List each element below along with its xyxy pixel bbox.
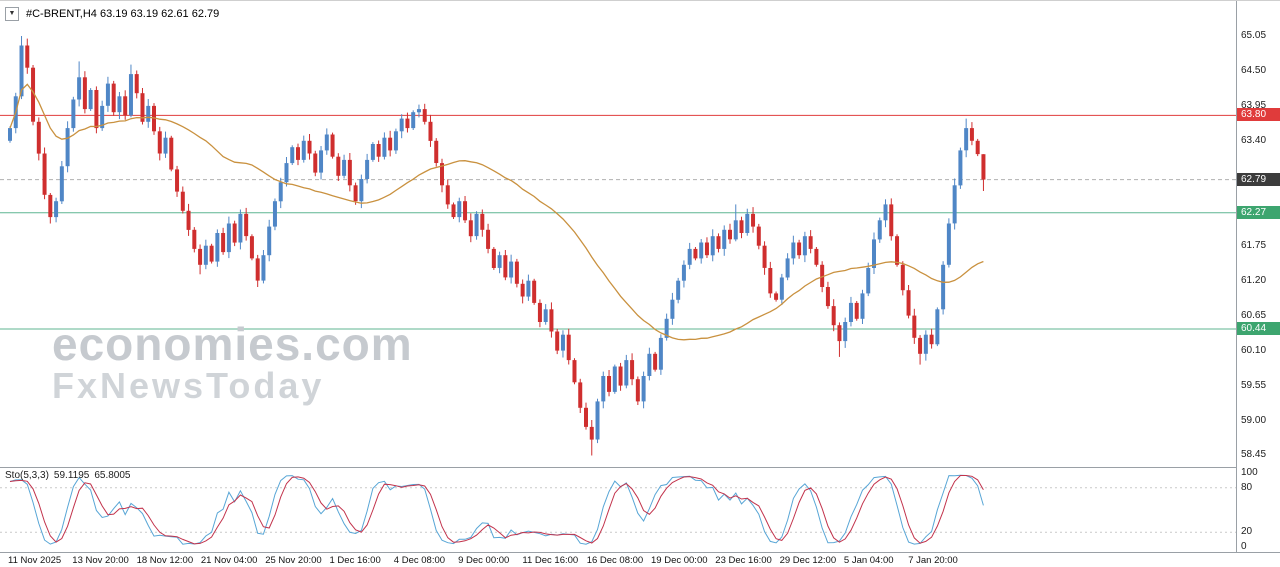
time-label: 21 Nov 04:00 xyxy=(200,555,258,566)
indicator-value-main: 59.1195 xyxy=(53,470,90,481)
time-label: 9 Dec 00:00 xyxy=(458,555,510,566)
time-label: 1 Dec 16:00 xyxy=(329,555,381,566)
price-tick: 63.95 xyxy=(1241,99,1267,111)
price-badge: 62.27 xyxy=(1237,205,1280,219)
price-axis[interactable]: 65.05 64.50 63.95 63.40 61.75 61.20 60.65 60.10… xyxy=(1236,1,1280,552)
time-label: 7 Jan 20:00 xyxy=(908,555,958,566)
indicator-label: Sto(5,3,3) 59.1195 65.8005 xyxy=(5,470,135,481)
ohlc-values: 63.19 63.19 62.61 62.79 xyxy=(99,8,220,20)
time-label: 11 Dec 16:00 xyxy=(522,555,579,566)
symbol-dropdown-icon[interactable]: ▼ xyxy=(5,7,19,21)
price-badge: 63.80 xyxy=(1237,108,1280,122)
price-tick: 63.40 xyxy=(1241,134,1267,146)
symbol-bar: ▼ #C-BRENT,H4 63.19 63.19 62.61 62.79 xyxy=(5,7,219,21)
price-tick: 60.65 xyxy=(1241,309,1267,321)
time-label: 13 Nov 20:00 xyxy=(72,555,129,566)
stochastic-pane[interactable]: Sto(5,3,3) 59.1195 65.8005 xyxy=(0,468,1236,552)
price-tick: 59.00 xyxy=(1241,414,1267,426)
price-chart-canvas[interactable] xyxy=(0,1,1236,465)
price-tick: 59.55 xyxy=(1241,379,1267,391)
price-tick: 64.50 xyxy=(1241,64,1267,76)
time-label: 18 Nov 12:00 xyxy=(136,555,194,566)
symbol-name: #C-BRENT,H4 xyxy=(26,8,97,20)
stoch-tick: 0 xyxy=(1241,541,1247,552)
price-tick: 58.45 xyxy=(1241,449,1267,461)
time-label: 5 Jan 04:00 xyxy=(843,555,894,566)
stoch-tick: 100 xyxy=(1241,467,1258,478)
time-axis[interactable]: 11 Nov 2025 13 Nov 20:00 18 Nov 12:00 21 No… xyxy=(0,552,1280,567)
price-tick: 60.10 xyxy=(1241,344,1267,356)
price-tick: 65.05 xyxy=(1241,29,1267,41)
time-label: 11 Nov 2025 xyxy=(8,555,62,566)
stoch-tick: 80 xyxy=(1241,481,1253,493)
indicator-value-signal: 65.8005 xyxy=(94,470,131,481)
stoch-tick: 20 xyxy=(1241,526,1253,538)
time-label: 29 Dec 12:00 xyxy=(779,555,837,566)
price-badge: 60.44 xyxy=(1237,321,1280,335)
pane-separator[interactable] xyxy=(0,467,1280,468)
price-tick: 61.75 xyxy=(1241,239,1267,251)
price-pane[interactable]: economies.com FxNewsToday ▼ #C-BRENT,H4 … xyxy=(0,1,1236,465)
time-label: 16 Dec 08:00 xyxy=(586,555,644,566)
time-label: 23 Dec 16:00 xyxy=(715,555,772,566)
time-label: 19 Dec 00:00 xyxy=(651,555,708,566)
stoch-chart-canvas[interactable] xyxy=(0,468,1236,552)
time-label: 4 Dec 08:00 xyxy=(393,555,446,566)
price-badge: 62.79 xyxy=(1237,172,1280,186)
price-tick: 61.20 xyxy=(1241,274,1267,286)
time-label: 25 Nov 20:00 xyxy=(265,555,322,566)
symbol-ohlc-label: #C-BRENT,H4 63.19 63.19 62.61 62.79 xyxy=(26,8,219,20)
indicator-name: Sto(5,3,3) xyxy=(5,470,49,481)
